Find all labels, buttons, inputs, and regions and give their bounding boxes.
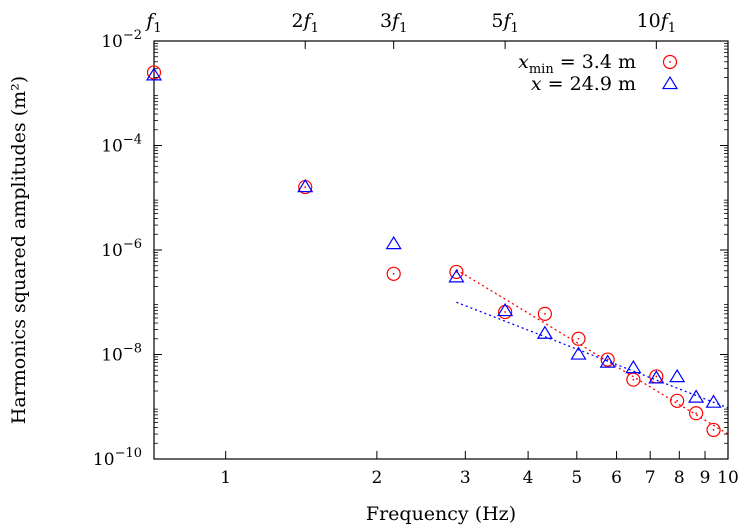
circle-center-dot [504, 311, 507, 313]
x-axis-ticks: 1 2 3 4 5 6 7 8 9 10 [220, 451, 739, 488]
data-point-series-2 [448, 269, 465, 283]
legend-entry-label: xmin = 3.4 m [518, 51, 636, 77]
legend-marker [662, 54, 678, 70]
y-axis-ticks: 10−10 10−8 10−6 10−4 10−2 [93, 28, 728, 470]
circle-center-dot [712, 429, 715, 431]
circle-marker [662, 54, 678, 70]
circle-center-dot [304, 186, 307, 188]
x-tick-label: 9 [700, 468, 711, 488]
circle-marker [600, 352, 615, 367]
circle-center-dot [153, 71, 155, 74]
x-tick-label: 6 [611, 468, 622, 488]
x-tick-label: 1 [220, 468, 231, 488]
x-tick-label: 4 [523, 468, 534, 488]
data-point-series-1 [600, 352, 615, 367]
data-point-series-2 [648, 370, 665, 384]
data-point-series-2 [536, 325, 553, 339]
data-point-series-2 [145, 67, 163, 81]
legend-marker [661, 75, 679, 90]
top-tick-label: 3f1 [380, 10, 407, 36]
fit-line-series-2 [456, 301, 729, 409]
circle-center-dot [669, 61, 671, 63]
data-point-series-1 [626, 372, 641, 387]
data-point-series-1 [146, 65, 162, 80]
y-axis-label: Harmonics squared amplitudes (m²) [8, 76, 30, 424]
data-point-series-2 [625, 359, 642, 374]
plot-frame [153, 40, 729, 460]
data-point-series-2 [669, 368, 686, 383]
y-tick-label: 10−6 [101, 237, 142, 261]
circle-center-dot [543, 312, 546, 315]
x-tick-label: 5 [571, 468, 582, 488]
top-tick-label: 10f1 [637, 10, 677, 36]
circle-center-dot [577, 337, 580, 340]
y-tick-label: 10−8 [101, 342, 142, 366]
fit-line-series-1 [456, 269, 729, 435]
legend: xmin = 3.4 mx = 24.9 m [518, 51, 679, 95]
data-point-series-1 [498, 304, 513, 320]
legend-entry-label: x = 24.9 m [531, 73, 636, 95]
data-point-series-2 [497, 302, 514, 317]
data-point-series-1 [571, 331, 586, 346]
top-tick-label: 2f1 [292, 10, 319, 36]
data-marks [145, 65, 722, 438]
data-point-series-1 [670, 393, 685, 408]
circle-marker [571, 331, 586, 346]
data-point-series-1 [386, 266, 401, 281]
plot-area-border [153, 40, 729, 460]
x-axis-label: Frequency (Hz) [366, 503, 516, 525]
x-tick-label: 3 [460, 468, 471, 488]
data-point-series-2 [688, 389, 705, 403]
top-axis-harmonics: f1 2f1 3f1 5f1 10f1 [144, 10, 676, 49]
data-point-series-2 [297, 178, 314, 193]
circle-center-dot [632, 378, 635, 381]
data-point-series-1 [537, 306, 552, 321]
x-tick-label: 2 [371, 468, 382, 488]
y-tick-label: 10−4 [101, 133, 142, 157]
data-point-series-1 [706, 422, 721, 438]
circle-center-dot [695, 412, 698, 415]
y-tick-label: 10−10 [93, 446, 142, 470]
x-tick-label: 10 [717, 468, 739, 488]
data-point-series-2 [385, 235, 402, 250]
y-tick-label: 10−2 [101, 28, 142, 52]
data-point-series-2 [570, 346, 587, 360]
data-point-series-2 [599, 354, 616, 368]
top-tick-label: 5f1 [491, 10, 518, 36]
top-tick-label: f1 [144, 10, 161, 36]
circle-center-dot [676, 399, 679, 402]
circle-marker [386, 266, 401, 281]
circle-marker [670, 393, 685, 408]
circle-marker [498, 304, 513, 320]
circle-marker [537, 306, 552, 321]
circle-center-dot [392, 272, 395, 275]
circle-center-dot [606, 358, 609, 361]
circle-marker [146, 65, 162, 80]
fit-lines [456, 269, 729, 435]
circle-center-dot [655, 375, 658, 378]
circle-marker [706, 422, 721, 438]
data-point-series-1 [689, 406, 704, 421]
x-tick-label: 7 [645, 468, 656, 488]
circle-marker [449, 264, 464, 280]
circle-marker [689, 406, 704, 421]
data-point-series-2 [705, 394, 722, 408]
x-tick-label: 8 [674, 468, 685, 488]
